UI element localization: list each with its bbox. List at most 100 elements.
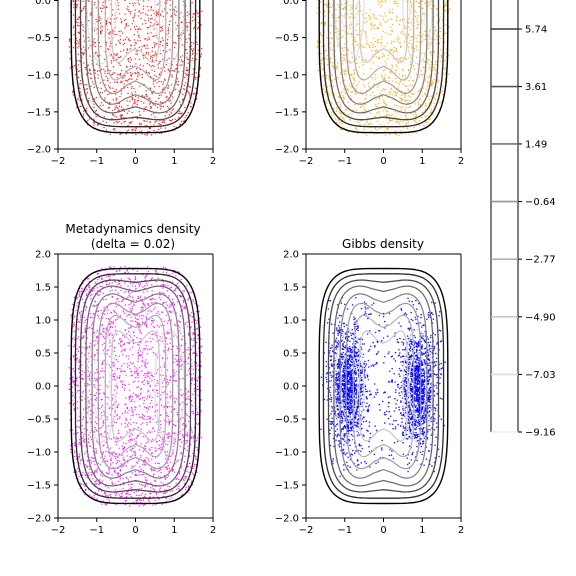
scatter-point [87,64,89,66]
scatter-point [121,77,124,80]
scatter-point [105,121,108,124]
scatter-point [94,69,96,71]
scatter-point [124,0,126,2]
y-tick-label: −0.5 [27,33,51,44]
panel4-title: Gibbs density [342,237,424,251]
scatter-point [378,102,380,105]
scatter-point [153,124,155,126]
scatter-point [168,23,171,26]
scatter-point [152,80,155,82]
scatter-point [430,51,432,53]
scatter-point [343,70,345,72]
scatter-point [117,107,119,110]
scatter-point [138,46,141,48]
scatter-point [146,120,148,123]
scatter-point [130,75,132,77]
scatter-point [425,115,427,117]
scatter-point [196,28,199,30]
scatter-point [415,114,418,117]
scatter-point [180,34,182,36]
scatter-point [413,68,416,71]
scatter-point [129,78,131,80]
scatter-point [142,12,144,14]
scatter-point [437,80,439,82]
scatter-point [407,22,410,24]
scatter-point [139,114,141,116]
scatter-point [395,81,398,84]
scatter-point [316,12,318,14]
scatter-point [114,33,116,36]
scatter-point [169,49,171,51]
scatter-point [100,87,103,90]
scatter-point [360,120,362,122]
scatter-point [434,73,436,76]
scatter-point [439,60,442,63]
scatter-point [168,57,170,59]
scatter-point [74,73,77,76]
scatter-point [178,71,180,73]
scatter-point [428,59,431,61]
scatter-point [331,62,334,64]
scatter-point [147,52,150,54]
scatter-point [181,21,183,23]
scatter-point [392,94,394,96]
scatter-point [390,91,392,94]
scatter-point [99,105,101,107]
scatter-point [195,78,197,80]
scatter-point [387,76,390,79]
scatter-point [76,18,79,20]
scatter-point [159,30,162,32]
scatter-point [100,45,102,48]
scatter-point [399,80,401,82]
scatter-point [416,34,419,37]
scatter-point [155,10,157,12]
scatter-point [179,112,181,115]
scatter-point [162,88,164,90]
scatter-point [354,92,357,94]
scatter-point [370,122,372,124]
scatter-point [139,124,141,126]
scatter-point [419,74,421,76]
scatter-point [131,130,133,132]
scatter-point [119,114,122,116]
scatter-point [89,55,91,57]
scatter-point [111,73,114,76]
scatter-point [169,20,171,22]
scatter-point [418,5,421,8]
scatter-point [159,101,162,103]
scatter-point [194,76,196,79]
scatter-point [364,103,366,106]
scatter-point [173,13,176,15]
scatter-point [164,127,167,129]
scatter-point [391,87,393,90]
scatter-point [396,15,398,17]
scatter-point [356,33,358,36]
scatter-point [102,1,104,3]
scatter-point [400,32,402,34]
scatter-point [417,27,419,29]
scatter-point [381,77,384,80]
scatter-point [127,72,129,74]
scatter-point [174,118,176,121]
scatter-point [175,64,178,66]
scatter-point [332,16,334,19]
scatter-point [93,86,96,89]
scatter-point [405,122,407,125]
scatter-point [376,49,378,51]
scatter-point [437,78,439,81]
scatter-point [349,4,351,7]
scatter-point [140,123,143,125]
scatter-point [82,24,84,26]
scatter-point [113,53,116,55]
scatter-point [152,83,155,85]
scatter-point [122,39,125,41]
scatter-point [184,72,187,75]
scatter-point [366,40,368,42]
scatter-point [418,76,420,79]
scatter-point [423,13,425,15]
scatter-point [160,26,163,29]
scatter-point [157,11,160,13]
scatter-point [163,8,166,10]
scatter-point [376,41,379,43]
